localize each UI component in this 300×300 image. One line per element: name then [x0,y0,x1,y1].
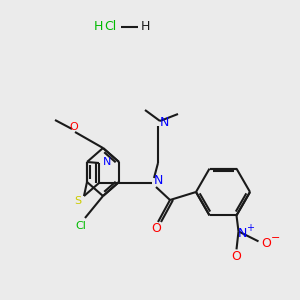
Text: −: − [271,233,280,243]
Text: H: H [140,20,150,34]
Text: H: H [93,20,103,34]
Text: N: N [238,227,247,240]
Text: N: N [103,157,111,167]
Text: O: O [70,122,78,132]
Text: N: N [153,175,163,188]
Text: N: N [159,116,169,128]
Text: Cl: Cl [104,20,116,34]
Text: +: + [247,224,254,233]
Text: S: S [74,196,82,206]
Text: O: O [232,250,242,263]
Text: O: O [151,223,161,236]
Text: Cl: Cl [76,221,86,231]
Text: O: O [262,237,272,250]
